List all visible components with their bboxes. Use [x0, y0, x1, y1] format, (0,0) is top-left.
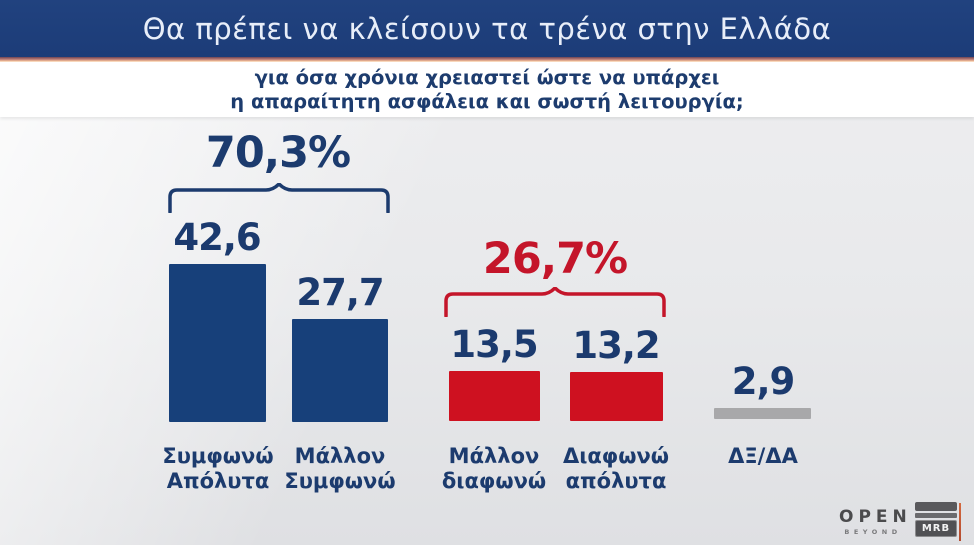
category-label-agree-somewhat: Μάλλον Συμφωνώ	[284, 444, 396, 493]
disagree-group-bracket	[443, 287, 667, 317]
open-logo-tagline: BEYOND	[844, 528, 902, 536]
category-label-agree-strong: Συμφωνώ Απόλυτα	[162, 444, 274, 493]
open-tv-logo: OPEN BEYOND	[834, 507, 908, 536]
mrb-logo: MRB	[915, 502, 957, 537]
value-label-disagree-strong: 13,2	[572, 324, 660, 367]
category-label-disagree-strong: Διαφωνώ απόλυτα	[562, 444, 670, 493]
header-separator-line	[0, 57, 974, 62]
subtitle-line-2: η απαραίτητη ασφάλεια και σωστή λειτουργ…	[230, 89, 744, 113]
mrb-logo-bar-icon	[915, 513, 957, 518]
bar-agree-strong	[169, 264, 266, 422]
category-label-disagree-somewhat: Μάλλον διαφωνώ	[441, 444, 547, 493]
bar-disagree-strong	[570, 372, 663, 421]
subtitle-line-1: για όσα χρόνια χρειαστεί ώστε να υπάρχει	[254, 65, 720, 89]
mrb-logo-text: MRB	[915, 520, 957, 537]
page-title: Θα πρέπει να κλείσουν τα τρένα στην Ελλά…	[142, 11, 832, 46]
bar-agree-somewhat	[292, 319, 388, 422]
value-label-dont-know: 2,9	[731, 360, 796, 403]
bar-disagree-somewhat	[449, 371, 540, 421]
value-label-agree-strong: 42,6	[173, 216, 261, 259]
category-label-dont-know: ΔΞ/ΔΑ	[728, 444, 798, 468]
subtitle-strip: για όσα χρόνια χρειαστεί ώστε να υπάρχει…	[0, 62, 974, 117]
agree-group-bracket	[167, 183, 391, 213]
value-label-agree-somewhat: 27,7	[296, 271, 384, 314]
footer-accent-line	[959, 503, 961, 541]
agree-group-total: 70,3%	[205, 128, 351, 178]
mrb-logo-bar-icon	[915, 502, 957, 511]
bar-dont-know	[714, 408, 811, 419]
value-label-disagree-somewhat: 13,5	[450, 323, 538, 366]
open-logo-text: OPEN	[839, 507, 912, 527]
title-bar: Θα πρέπει να κλείσουν τα τρένα στην Ελλά…	[0, 0, 974, 57]
disagree-group-total: 26,7%	[482, 234, 628, 284]
